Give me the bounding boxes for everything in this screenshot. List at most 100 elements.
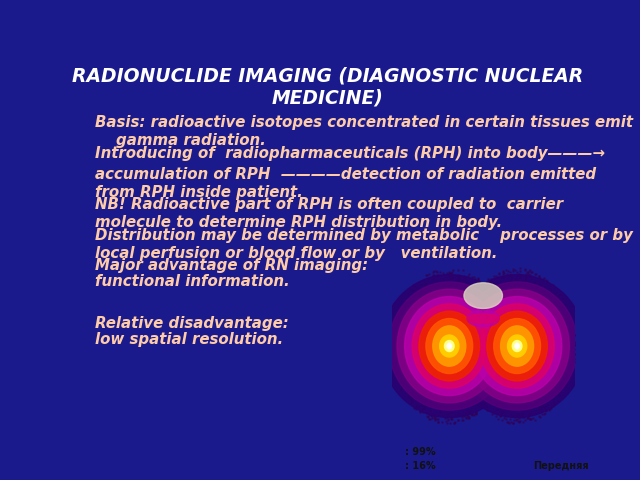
Point <box>552 315 562 323</box>
Point <box>468 353 478 361</box>
Point <box>536 302 546 310</box>
Point <box>506 396 516 403</box>
Ellipse shape <box>487 311 547 381</box>
Point <box>410 394 420 402</box>
Point <box>477 364 488 372</box>
Point <box>508 395 518 403</box>
Point <box>459 371 469 378</box>
Point <box>449 395 460 402</box>
Point <box>456 359 467 366</box>
Point <box>413 375 423 383</box>
Point <box>484 382 494 390</box>
Point <box>486 351 497 359</box>
Point <box>432 285 442 292</box>
Point <box>489 317 499 324</box>
Point <box>403 342 413 350</box>
Point <box>553 304 563 312</box>
Point <box>554 320 564 327</box>
Point <box>472 378 482 386</box>
Point <box>485 370 495 378</box>
Point <box>463 318 474 325</box>
Point <box>513 397 524 405</box>
Point <box>545 396 555 404</box>
Point <box>450 286 460 293</box>
Ellipse shape <box>419 311 479 381</box>
Point <box>504 419 514 427</box>
Point <box>461 358 472 365</box>
Point <box>462 322 472 329</box>
Point <box>469 411 479 419</box>
Point <box>410 307 420 314</box>
Point <box>456 286 466 294</box>
Point <box>458 371 468 379</box>
Point <box>431 285 441 293</box>
Point <box>543 376 554 384</box>
Point <box>403 318 413 326</box>
Point <box>475 402 485 409</box>
Point <box>532 300 543 307</box>
Point <box>542 380 552 388</box>
Point <box>495 362 505 370</box>
Point <box>410 381 420 388</box>
Point <box>465 337 476 345</box>
Point <box>419 285 429 292</box>
Point <box>449 278 460 286</box>
Point <box>394 375 404 383</box>
Point <box>548 400 559 408</box>
Point <box>489 328 499 336</box>
Point <box>492 326 502 334</box>
Point <box>486 331 497 338</box>
Point <box>421 296 431 304</box>
Point <box>406 286 417 293</box>
Point <box>456 284 467 292</box>
Point <box>484 386 495 394</box>
Point <box>417 302 428 310</box>
Point <box>546 367 556 374</box>
Point <box>401 333 411 341</box>
Point <box>498 389 508 397</box>
Ellipse shape <box>472 297 562 396</box>
Point <box>488 300 499 308</box>
Point <box>497 407 507 415</box>
Point <box>524 406 534 413</box>
Point <box>421 391 431 399</box>
Point <box>465 295 476 303</box>
Point <box>464 305 474 313</box>
Point <box>500 344 510 352</box>
Point <box>475 391 485 399</box>
Point <box>501 351 511 359</box>
Point <box>457 416 467 424</box>
Point <box>415 375 426 383</box>
Point <box>409 390 419 398</box>
Point <box>470 346 481 353</box>
Point <box>558 304 568 312</box>
Point <box>491 412 501 420</box>
Point <box>566 320 577 328</box>
Point <box>393 358 403 365</box>
Ellipse shape <box>389 282 510 410</box>
Point <box>468 382 478 390</box>
Point <box>445 408 456 416</box>
Point <box>429 267 439 275</box>
Point <box>407 320 417 328</box>
Point <box>426 395 436 402</box>
Point <box>412 375 422 383</box>
Point <box>474 278 484 286</box>
Ellipse shape <box>456 282 577 410</box>
Point <box>456 341 466 349</box>
Point <box>429 285 440 293</box>
Point <box>541 308 551 315</box>
Point <box>487 336 497 344</box>
Point <box>486 330 497 337</box>
Point <box>497 355 507 362</box>
Point <box>473 300 483 308</box>
Point <box>396 385 406 393</box>
Point <box>465 340 475 348</box>
Point <box>463 322 473 330</box>
Point <box>432 286 442 294</box>
Point <box>493 314 504 322</box>
Point <box>482 395 492 402</box>
Point <box>405 395 415 402</box>
Point <box>393 366 403 373</box>
Point <box>414 285 424 292</box>
